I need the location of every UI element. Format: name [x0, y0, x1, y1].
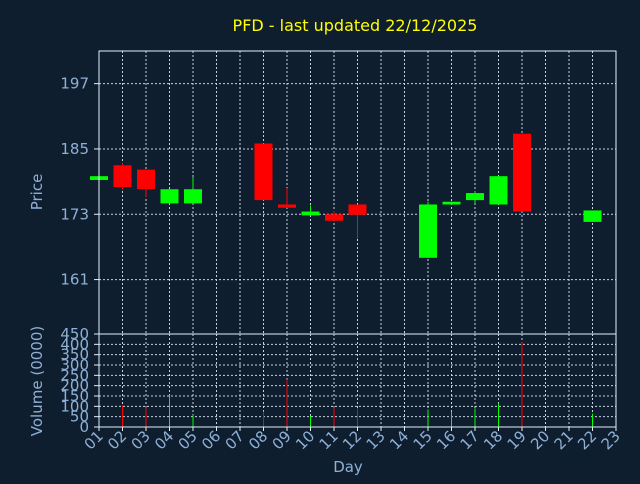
volume-tick-label: 250 — [60, 366, 89, 384]
x-tick-label: 18 — [480, 427, 506, 453]
x-tick-label: 21 — [551, 427, 577, 453]
x-tick-label: 02 — [104, 427, 130, 453]
x-tick-label: 15 — [410, 427, 436, 453]
price-tick-label: 161 — [60, 271, 89, 289]
volume-tick-label: 450 — [60, 325, 89, 343]
candle-body — [513, 133, 531, 212]
price-tick-label: 173 — [60, 205, 89, 223]
x-tick-label: 22 — [574, 427, 600, 453]
volume-panel: 0501001502002503003504004500102030405060… — [60, 325, 623, 453]
volume-tick-label: 50 — [70, 408, 89, 426]
x-tick-label: 11 — [316, 427, 342, 453]
x-tick-label: 17 — [457, 427, 483, 453]
candle-body — [348, 204, 367, 215]
candle-body — [466, 193, 484, 201]
volume-tick-label: 100 — [60, 397, 89, 415]
candle-body — [160, 189, 179, 204]
x-tick-label: 12 — [339, 427, 365, 453]
price-axis-label: Price — [28, 174, 46, 211]
x-tick-label: 23 — [598, 427, 624, 453]
x-tick-label: 06 — [198, 427, 224, 453]
candle-body — [419, 204, 437, 258]
price-panel: 161 173 185 197 — [60, 50, 617, 335]
price-tick-label: 197 — [60, 75, 89, 93]
candle-body — [325, 214, 343, 221]
candle-body — [137, 169, 155, 190]
candle-body — [113, 165, 132, 188]
x-tick-label: 20 — [527, 427, 553, 453]
x-tick-label: 03 — [128, 427, 154, 453]
x-tick-label: 10 — [292, 427, 318, 453]
volume-tick-label: 200 — [60, 377, 89, 395]
candle-body — [278, 204, 296, 208]
x-tick-label: 14 — [386, 427, 412, 453]
volume-tick-label: 300 — [60, 356, 89, 374]
volume-tick-label: 0 — [79, 418, 89, 436]
volume-axis-label: Volume (0000) — [28, 326, 46, 436]
x-tick-label: 09 — [269, 427, 295, 453]
x-tick-label: 13 — [363, 427, 389, 453]
x-tick-label: 05 — [175, 427, 201, 453]
candle-body — [489, 176, 508, 205]
volume-tick-label: 400 — [60, 335, 89, 353]
price-tick-label: 185 — [60, 140, 89, 158]
chart-title: PFD - last updated 22/12/2025 — [233, 16, 478, 35]
x-tick-label: 08 — [245, 427, 271, 453]
candle-body — [583, 210, 602, 222]
x-tick-label: 04 — [151, 427, 177, 453]
candle-body — [301, 211, 320, 216]
x-axis-label: Day — [333, 458, 363, 476]
x-tick-label: 19 — [504, 427, 530, 453]
x-tick-label: 16 — [433, 427, 459, 453]
x-tick-label: 07 — [222, 427, 248, 453]
candle-body — [254, 143, 273, 201]
candle-body — [184, 189, 202, 204]
candle-body — [442, 201, 461, 205]
volume-tick-label: 150 — [60, 387, 89, 405]
volume-tick-label: 350 — [60, 346, 89, 364]
